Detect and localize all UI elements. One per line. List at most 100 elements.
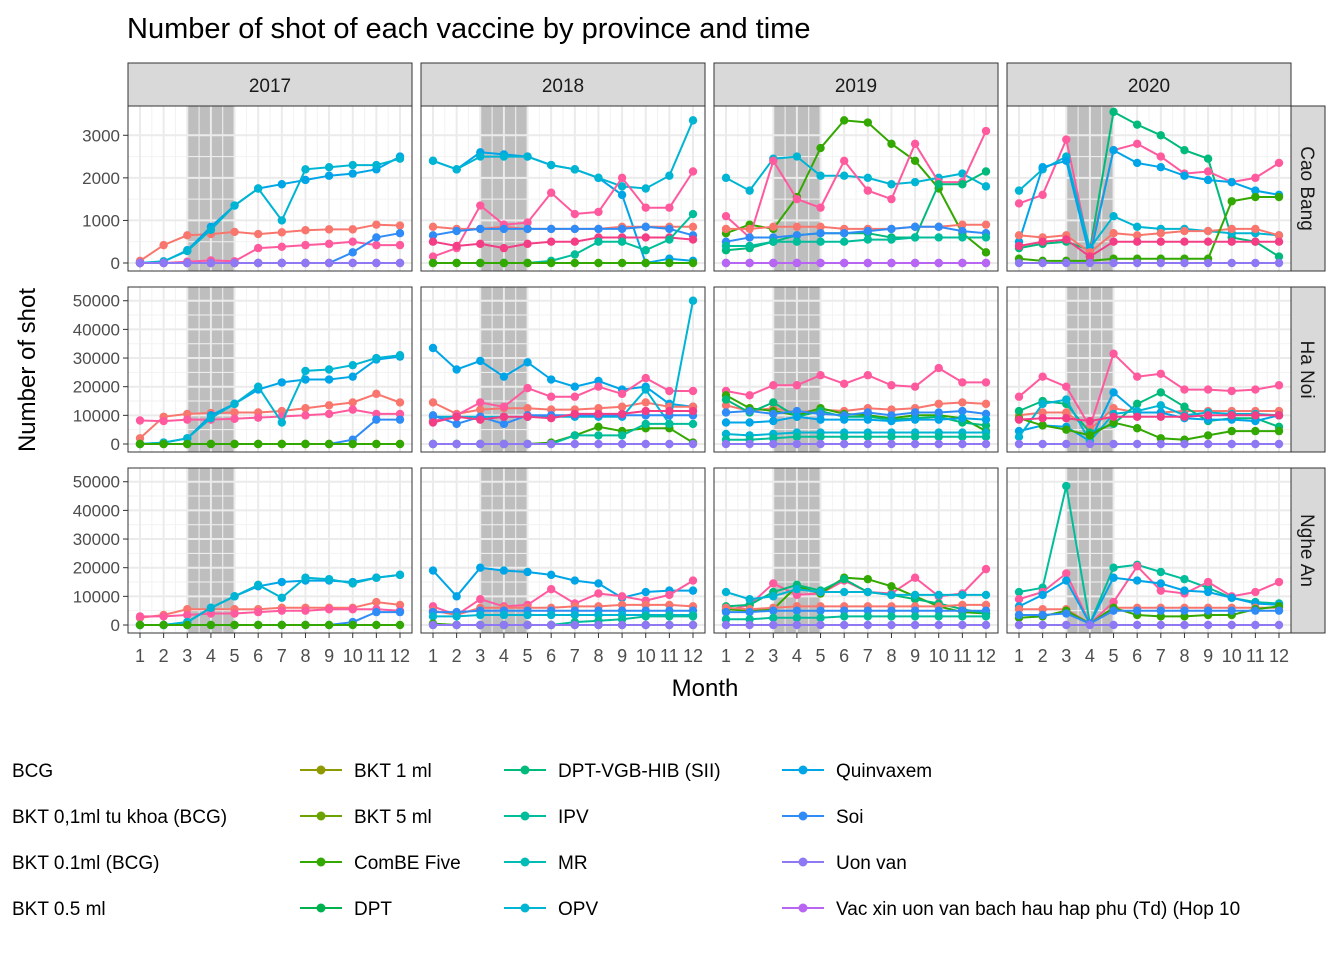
y-tick-label: 2000 [82, 169, 120, 188]
data-point [206, 414, 216, 423]
data-point [816, 439, 825, 449]
data-point [206, 603, 216, 613]
legend-label: BKT 0,1ml tu khoa (BCG) [12, 807, 227, 828]
data-point [1274, 620, 1284, 630]
data-point [1062, 439, 1071, 449]
data-point [570, 439, 580, 449]
data-point [887, 180, 896, 189]
x-tick-label: 6 [1132, 646, 1142, 666]
data-point [1156, 412, 1166, 421]
data-point [348, 237, 357, 246]
data-point [428, 231, 438, 240]
data-point [688, 419, 698, 429]
legend-item: DPT [300, 899, 392, 920]
facet-row-label: Nghe An [1296, 514, 1317, 587]
data-point [395, 240, 405, 250]
data-point [523, 439, 532, 449]
data-point [641, 203, 650, 212]
data-point [665, 419, 674, 429]
data-point [253, 439, 263, 449]
data-point [230, 201, 239, 210]
data-point [372, 389, 381, 399]
data-point [570, 224, 580, 234]
data-point [395, 607, 405, 617]
data-point [1038, 439, 1047, 449]
data-point [301, 606, 310, 615]
data-point [570, 250, 580, 259]
panel-border [713, 467, 999, 634]
data-point [546, 584, 556, 594]
legend-item: BCG [12, 761, 53, 782]
data-point [934, 432, 943, 442]
data-point [1132, 222, 1142, 232]
data-point [839, 229, 849, 238]
x-tick-label: 8 [886, 646, 896, 666]
data-point [594, 579, 603, 588]
data-point [372, 220, 381, 229]
panel-border [127, 286, 413, 453]
data-point [594, 431, 603, 440]
facet-strip-label-2018: 2018 [542, 76, 584, 97]
data-point [816, 432, 825, 442]
data-point [816, 587, 825, 597]
data-point [910, 258, 920, 268]
data-point [958, 414, 967, 423]
x-tick-label: 1 [428, 646, 438, 666]
data-point [1156, 131, 1166, 140]
data-point [863, 258, 873, 268]
data-point [816, 229, 825, 238]
data-point [721, 620, 731, 630]
data-point [253, 229, 263, 239]
data-point [769, 237, 778, 246]
data-point [1014, 620, 1024, 630]
y-tick-label: 20000 [73, 559, 120, 578]
data-point [546, 414, 556, 423]
y-tick-label: 50000 [73, 473, 120, 492]
data-point [348, 372, 357, 381]
data-point [863, 118, 873, 127]
x-tick-label: 7 [1156, 646, 1166, 666]
facet-row-label: Cao Bang [1296, 146, 1317, 231]
data-point [570, 258, 580, 268]
data-point [816, 237, 825, 246]
data-point [910, 139, 920, 148]
x-tick-label: 10 [929, 646, 949, 666]
data-point [1227, 426, 1236, 436]
data-point [1132, 372, 1142, 381]
data-point [499, 372, 509, 381]
legend-label: OPV [558, 899, 598, 920]
data-point [428, 343, 438, 353]
data-point [372, 597, 381, 607]
data-point [816, 620, 825, 630]
data-point [617, 182, 627, 191]
data-point [183, 620, 192, 630]
data-point [665, 612, 674, 621]
data-point [721, 241, 731, 251]
data-point [594, 224, 603, 234]
data-point [1014, 392, 1024, 401]
data-point [301, 258, 310, 268]
panel-nghe-an-2020 [1006, 467, 1292, 634]
data-point [277, 620, 287, 630]
data-point [395, 398, 405, 407]
data-point [1203, 587, 1213, 597]
y-tick-label: 50000 [73, 292, 120, 311]
data-point [159, 612, 168, 621]
x-tick-label: 9 [910, 646, 920, 666]
data-point [395, 229, 405, 238]
data-point [499, 243, 509, 253]
x-tick-label: 2 [452, 646, 462, 666]
data-point [395, 350, 405, 360]
data-point [1132, 139, 1142, 148]
data-point [570, 165, 580, 174]
data-point [1132, 412, 1142, 421]
y-tick-label: 1000 [82, 211, 120, 230]
data-point [769, 222, 778, 232]
data-point [523, 567, 532, 577]
data-point [1274, 192, 1284, 202]
data-point [934, 612, 943, 621]
data-point [863, 408, 873, 417]
y-tick-label: 0 [111, 254, 120, 273]
data-point [769, 409, 778, 419]
data-point [594, 589, 603, 598]
